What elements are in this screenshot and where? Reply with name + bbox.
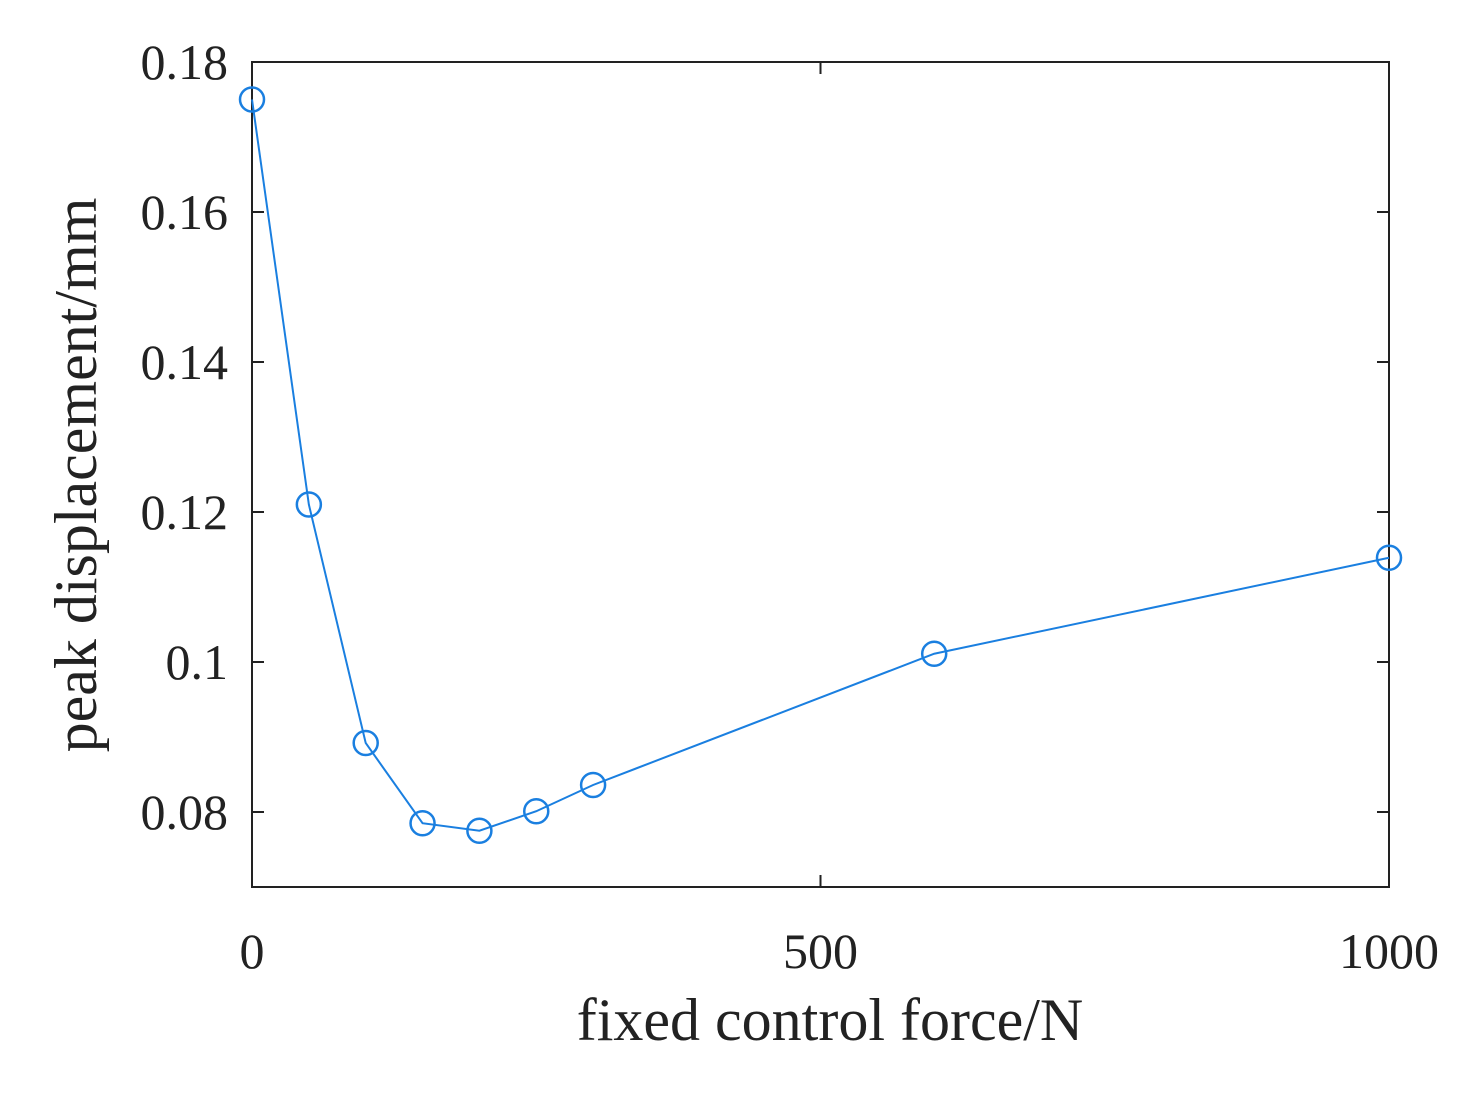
y-axis-title: peak displacement/mm: [43, 198, 109, 753]
data-point: [523, 798, 550, 825]
x-tick-label: 0: [240, 923, 265, 979]
y-tick-label: 0.16: [141, 184, 229, 240]
x-tick-label: 1000: [1339, 923, 1439, 979]
data-point: [352, 729, 379, 757]
data-point: [579, 771, 607, 799]
y-tick-label: 0.12: [141, 484, 229, 540]
data-point: [295, 491, 323, 518]
data-point: [409, 810, 436, 837]
data-point: [238, 86, 266, 113]
plot-frame: [251, 61, 1390, 888]
data-point: [1375, 544, 1403, 571]
y-tick-label: 0.18: [141, 34, 229, 90]
y-tick-label: 0.14: [141, 334, 229, 390]
data-line: [251, 99, 1390, 832]
y-tick-label: 0.1: [166, 634, 229, 690]
x-axis-title: fixed control force/N: [577, 987, 1083, 1053]
data-point: [466, 817, 493, 844]
y-tick-label: 0.08: [141, 784, 229, 840]
data-point: [920, 640, 948, 667]
x-tick-label: 500: [783, 923, 858, 979]
